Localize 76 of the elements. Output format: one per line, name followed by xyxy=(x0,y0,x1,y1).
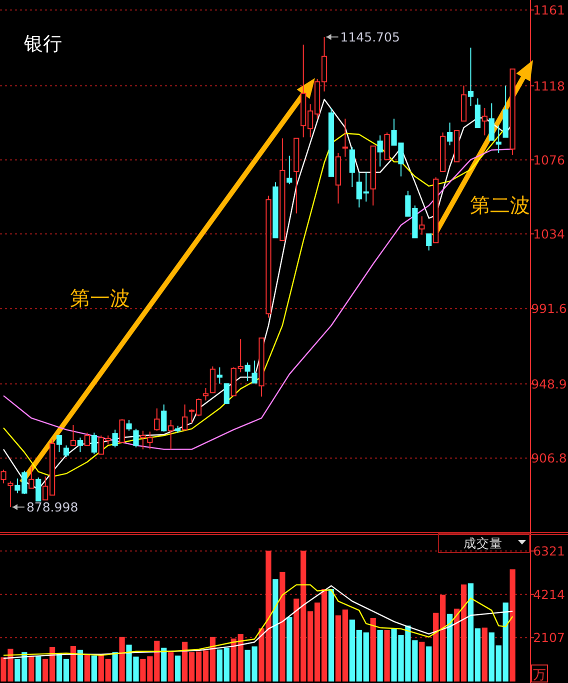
bar xyxy=(91,656,97,682)
bar xyxy=(77,650,83,682)
candlestick xyxy=(377,134,383,168)
bar xyxy=(426,646,432,682)
candlestick xyxy=(342,118,348,158)
bar xyxy=(447,614,453,682)
candlestick xyxy=(202,387,209,401)
candlestick xyxy=(91,432,97,455)
candlestick xyxy=(426,233,432,251)
candlestick xyxy=(349,146,355,188)
bar xyxy=(286,616,292,682)
candlestick xyxy=(482,108,488,136)
candlestick xyxy=(63,444,70,458)
bar xyxy=(28,656,34,682)
candlestick xyxy=(286,155,292,185)
bar xyxy=(328,588,334,682)
y-tick-label: 1118 xyxy=(533,78,565,94)
y-tick-label: 1161 xyxy=(533,2,565,18)
candlestick xyxy=(70,424,76,446)
bar xyxy=(36,656,42,682)
annotation: 1145.705 xyxy=(340,29,400,44)
candlestick xyxy=(216,366,222,384)
bar xyxy=(419,642,425,682)
candlestick xyxy=(252,360,258,384)
annotation: 第一波 xyxy=(70,286,130,310)
annotation: 878.998 xyxy=(26,500,78,515)
candlestick xyxy=(468,47,474,107)
y-tick-label: 906.8 xyxy=(531,450,567,466)
candlestick xyxy=(119,418,125,443)
candlestick xyxy=(182,404,188,432)
bar xyxy=(161,648,167,682)
candlestick xyxy=(447,122,453,146)
candlestick xyxy=(154,408,160,432)
bar xyxy=(112,652,118,682)
candlestick xyxy=(28,466,34,489)
candlestick xyxy=(244,362,250,382)
candlestick xyxy=(133,428,139,448)
y-tick-label: 1034 xyxy=(533,226,565,242)
bar xyxy=(70,646,76,682)
candlestick xyxy=(0,469,6,484)
bar xyxy=(280,572,286,682)
bar xyxy=(272,579,278,682)
chart-title: 成交量 xyxy=(464,536,502,550)
candlestick xyxy=(168,420,174,450)
candlestick xyxy=(419,216,425,236)
bar xyxy=(119,636,125,682)
bar xyxy=(175,656,181,682)
bar xyxy=(168,652,174,682)
y-tick-label: 2107 xyxy=(533,630,565,646)
text: 银行 xyxy=(23,33,62,55)
candlestick xyxy=(474,98,480,128)
bar xyxy=(370,618,376,682)
candlestick xyxy=(56,435,62,453)
candlestick xyxy=(8,480,14,508)
candlestick xyxy=(496,125,502,154)
candlestick xyxy=(224,383,230,404)
y-tick-label: 948.9 xyxy=(531,376,567,392)
candlestick xyxy=(77,437,83,453)
bar xyxy=(510,569,516,682)
bar xyxy=(384,630,390,682)
y-tick-label: 1076 xyxy=(533,152,565,168)
y-tick-label: 991.6 xyxy=(531,301,567,316)
y-tick-label: 6321 xyxy=(533,544,565,559)
candlestick xyxy=(488,102,494,141)
candlestick xyxy=(112,429,118,448)
bar xyxy=(482,628,488,682)
candlestick xyxy=(126,420,132,432)
y-axis-title: 万 xyxy=(533,668,546,683)
y-tick-label: 4214 xyxy=(533,586,565,602)
candlestick xyxy=(210,366,216,394)
annotation: 第二波 xyxy=(470,193,530,217)
candlestick xyxy=(84,432,90,446)
candlestick xyxy=(161,404,167,432)
candlestick xyxy=(36,476,42,502)
bar xyxy=(84,654,90,682)
bar xyxy=(377,630,383,682)
